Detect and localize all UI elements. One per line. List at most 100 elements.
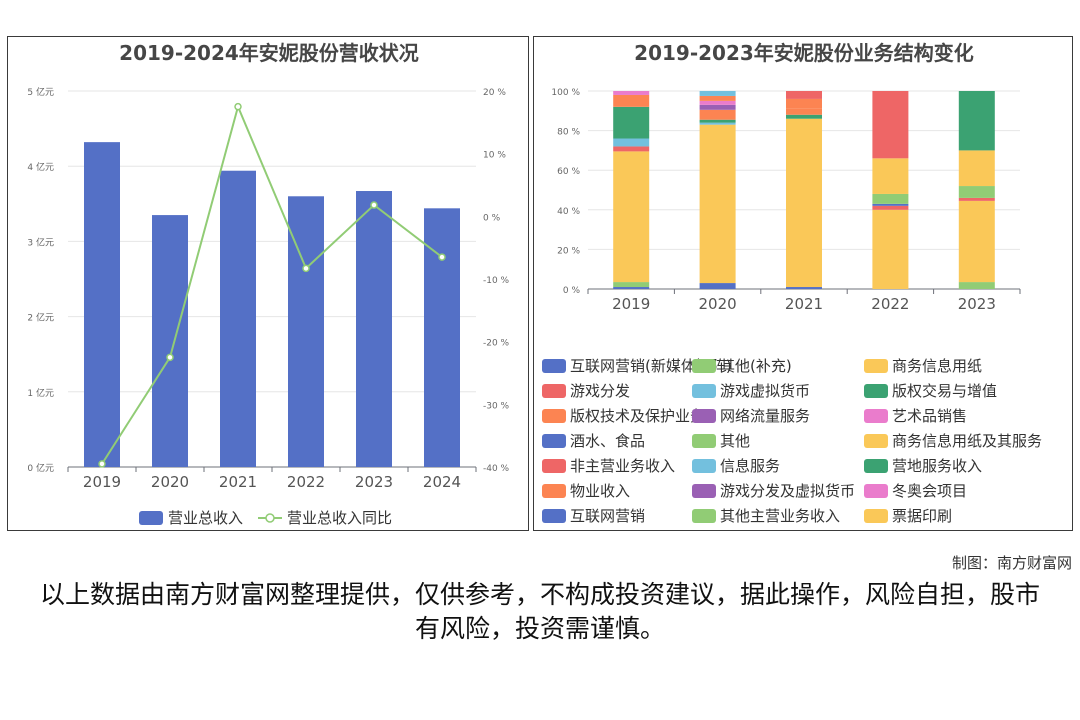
revenue-chart: 2019-2024年安妮股份营收状况 0 亿元 1 亿元 2 亿元 3 亿元 4 亿元 5 … bbox=[27, 41, 510, 527]
legend-label: 互联网营销 bbox=[570, 507, 645, 525]
x-tick-label: 2020 bbox=[699, 295, 737, 313]
stacked-bar-segment bbox=[699, 283, 736, 289]
legend-label: 营地服务收入 bbox=[892, 457, 982, 475]
stacked-bar-segment bbox=[699, 95, 736, 101]
revenue-bar bbox=[84, 142, 120, 468]
stacked-bar-segment bbox=[699, 100, 736, 105]
x-tick-label: 2020 bbox=[151, 473, 189, 491]
legend-swatch bbox=[692, 509, 716, 523]
stacked-bar-segment bbox=[958, 91, 995, 151]
revenue-bar bbox=[424, 208, 460, 467]
stacked-bar-segment bbox=[613, 151, 650, 283]
legend-label: 其他 bbox=[720, 432, 750, 450]
stacked-bar-segment bbox=[958, 282, 995, 289]
x-tick-label: 2021 bbox=[219, 473, 257, 491]
y-tick-label: 0 % bbox=[563, 286, 581, 296]
stacked-bar-segment bbox=[613, 146, 650, 152]
legend-swatch bbox=[864, 384, 888, 398]
legend-label: 营业总收入 bbox=[168, 509, 243, 527]
legend-swatch bbox=[542, 434, 566, 448]
revenue-bar bbox=[356, 191, 392, 468]
legend-label: 商务信息用纸及其服务 bbox=[892, 432, 1042, 450]
y-tick-label: 40 % bbox=[557, 207, 580, 217]
y-right-tick-label: -10 % bbox=[483, 276, 510, 286]
x-tick-label: 2019 bbox=[612, 295, 650, 313]
legend-swatch bbox=[692, 409, 716, 423]
stacked-bar-segment bbox=[613, 282, 650, 288]
legend-label: 互联网营销(新媒体矩阵) bbox=[570, 357, 732, 375]
y-left-tick-label: 0 亿元 bbox=[27, 462, 54, 474]
stacked-bar-segment bbox=[872, 203, 909, 206]
stacked-bar-segment bbox=[699, 122, 736, 125]
stacked-bar-segment bbox=[872, 209, 909, 289]
legend-label: 非主营业务收入 bbox=[570, 457, 675, 475]
x-tick-label: 2024 bbox=[423, 473, 461, 491]
x-tick-label: 2021 bbox=[785, 295, 823, 313]
legend-swatch bbox=[864, 509, 888, 523]
stacked-bar-segment bbox=[699, 91, 736, 96]
legend-label: 物业收入 bbox=[570, 482, 630, 500]
yoy-growth-point bbox=[98, 460, 106, 468]
y-left-tick-label: 3 亿元 bbox=[27, 236, 54, 248]
legend-swatch bbox=[692, 384, 716, 398]
yoy-growth-point bbox=[234, 102, 242, 111]
stacked-bar-segment bbox=[786, 118, 822, 288]
y-tick-label: 60 % bbox=[557, 167, 580, 177]
legend-swatch bbox=[692, 459, 716, 473]
business-structure-chart-panel: 2019-2023年安妮股份业务结构变化 0 % 20 % 40 % 60 % 80 % 1… bbox=[533, 36, 1073, 531]
y-right-tick-label: 20 % bbox=[483, 88, 506, 98]
legend-swatch bbox=[692, 359, 716, 373]
business-structure-chart: 2019-2023年安妮股份业务结构变化 0 % 20 % 40 % 60 % 80 % 1… bbox=[542, 41, 1042, 525]
stacked-bar-segment bbox=[699, 109, 736, 120]
stacked-bar-segment bbox=[786, 108, 822, 115]
legend-swatch bbox=[542, 384, 566, 398]
legend-swatch-yoy-point bbox=[265, 513, 275, 523]
legend-label: 其他(补充) bbox=[720, 357, 792, 375]
yoy-growth-line bbox=[101, 103, 443, 465]
legend-label: 版权技术及保护业务 bbox=[570, 407, 705, 425]
yoy-growth-point bbox=[302, 264, 310, 273]
yoy-growth-point bbox=[166, 353, 174, 362]
yoy-growth-point bbox=[370, 201, 378, 209]
stacked-bar-segment bbox=[699, 124, 736, 284]
legend-label: 酒水、食品 bbox=[570, 432, 645, 450]
legend-swatch bbox=[542, 359, 566, 373]
legend-swatch bbox=[542, 459, 566, 473]
legend-swatch-revenue bbox=[139, 511, 163, 525]
stacked-bar-segment bbox=[958, 150, 995, 187]
x-tick-label: 2022 bbox=[871, 295, 909, 313]
y-left-tick-label: 2 亿元 bbox=[27, 312, 54, 324]
y-tick-label: 80 % bbox=[557, 128, 580, 138]
disclaimer-text: 以上数据由南方财富网整理提供，仅供参考，不构成投资建议，据此操作，风险自担，股市… bbox=[40, 580, 1041, 643]
stacked-bar-segment bbox=[786, 91, 822, 99]
legend-label: 票据印刷 bbox=[892, 507, 952, 525]
legend-label: 信息服务 bbox=[720, 457, 780, 475]
legend-swatch bbox=[864, 409, 888, 423]
revenue-chart-panel: 2019-2024年安妮股份营收状况 0 亿元 1 亿元 2 亿元 3 亿元 4 亿元 5 … bbox=[7, 36, 529, 531]
stacked-bar-segment bbox=[613, 91, 650, 95]
stacked-bar-segment bbox=[786, 287, 822, 289]
y-tick-label: 20 % bbox=[557, 246, 580, 256]
stacked-bar-segment bbox=[872, 158, 909, 194]
stacked-bar-segment bbox=[699, 104, 736, 110]
legend-label: 营业总收入同比 bbox=[287, 509, 392, 527]
stacked-bar-segment bbox=[786, 114, 822, 119]
legend-label: 网络流量服务 bbox=[720, 407, 810, 425]
stacked-bar-segment bbox=[786, 98, 822, 109]
stacked-bar-segment bbox=[613, 287, 650, 289]
y-left-tick-label: 4 亿元 bbox=[27, 161, 54, 173]
legend-swatch bbox=[542, 509, 566, 523]
legend-swatch bbox=[864, 459, 888, 473]
y-tick-label: 100 % bbox=[551, 88, 580, 98]
stacked-bar-segment bbox=[958, 197, 995, 201]
stacked-bar-segment bbox=[613, 138, 650, 147]
x-tick-label: 2023 bbox=[355, 473, 393, 491]
legend-label: 游戏虚拟货币 bbox=[720, 382, 810, 400]
stacked-bar-segment bbox=[872, 91, 909, 159]
legend-label: 版权交易与增值 bbox=[892, 382, 997, 400]
x-tick-label: 2022 bbox=[287, 473, 325, 491]
revenue-bar bbox=[152, 215, 188, 467]
stacked-bar-segment bbox=[699, 119, 736, 123]
legend-swatch bbox=[692, 434, 716, 448]
y-left-tick-label: 5 亿元 bbox=[27, 86, 54, 98]
